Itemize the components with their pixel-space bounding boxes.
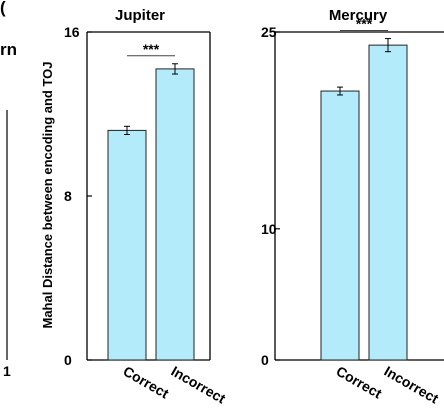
left-panel-title-fragment: rn: [0, 40, 17, 59]
chart-title: Jupiter: [115, 7, 165, 24]
significance-label: ***: [356, 16, 373, 32]
x-tick-label: Incorrect: [169, 363, 229, 407]
y-tick-label: 25: [261, 24, 277, 40]
x-tick-label: Correct: [121, 363, 172, 402]
bar-correct: [107, 129, 147, 361]
bar-incorrect: [368, 44, 408, 361]
y-tick-label: 16: [64, 24, 80, 40]
y-tick-label: 8: [64, 188, 72, 204]
x-tick-label: Correct: [334, 363, 385, 402]
y-tick-label: 0: [64, 352, 72, 368]
chart-jupiter: Jupiter Mahal Distance between encoding …: [40, 7, 229, 407]
y-axis-label: Mahal Distance between encoding and TOJ: [40, 61, 55, 328]
left-panel-tick-fragment: 1: [3, 363, 11, 379]
y-tick-label: 0: [261, 352, 269, 368]
y-tick-label: 10: [261, 221, 277, 237]
chart-title: Mercury: [329, 7, 388, 24]
x-tick-label: Incorrect: [382, 363, 442, 407]
top-left-fragment: (: [0, 0, 6, 17]
bar-correct: [320, 90, 360, 361]
bar-incorrect: [155, 68, 195, 361]
significance-label: ***: [143, 41, 160, 57]
